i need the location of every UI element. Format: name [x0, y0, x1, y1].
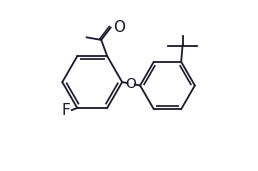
Text: O: O [113, 20, 125, 35]
Text: F: F [62, 103, 70, 117]
Text: O: O [126, 77, 136, 91]
